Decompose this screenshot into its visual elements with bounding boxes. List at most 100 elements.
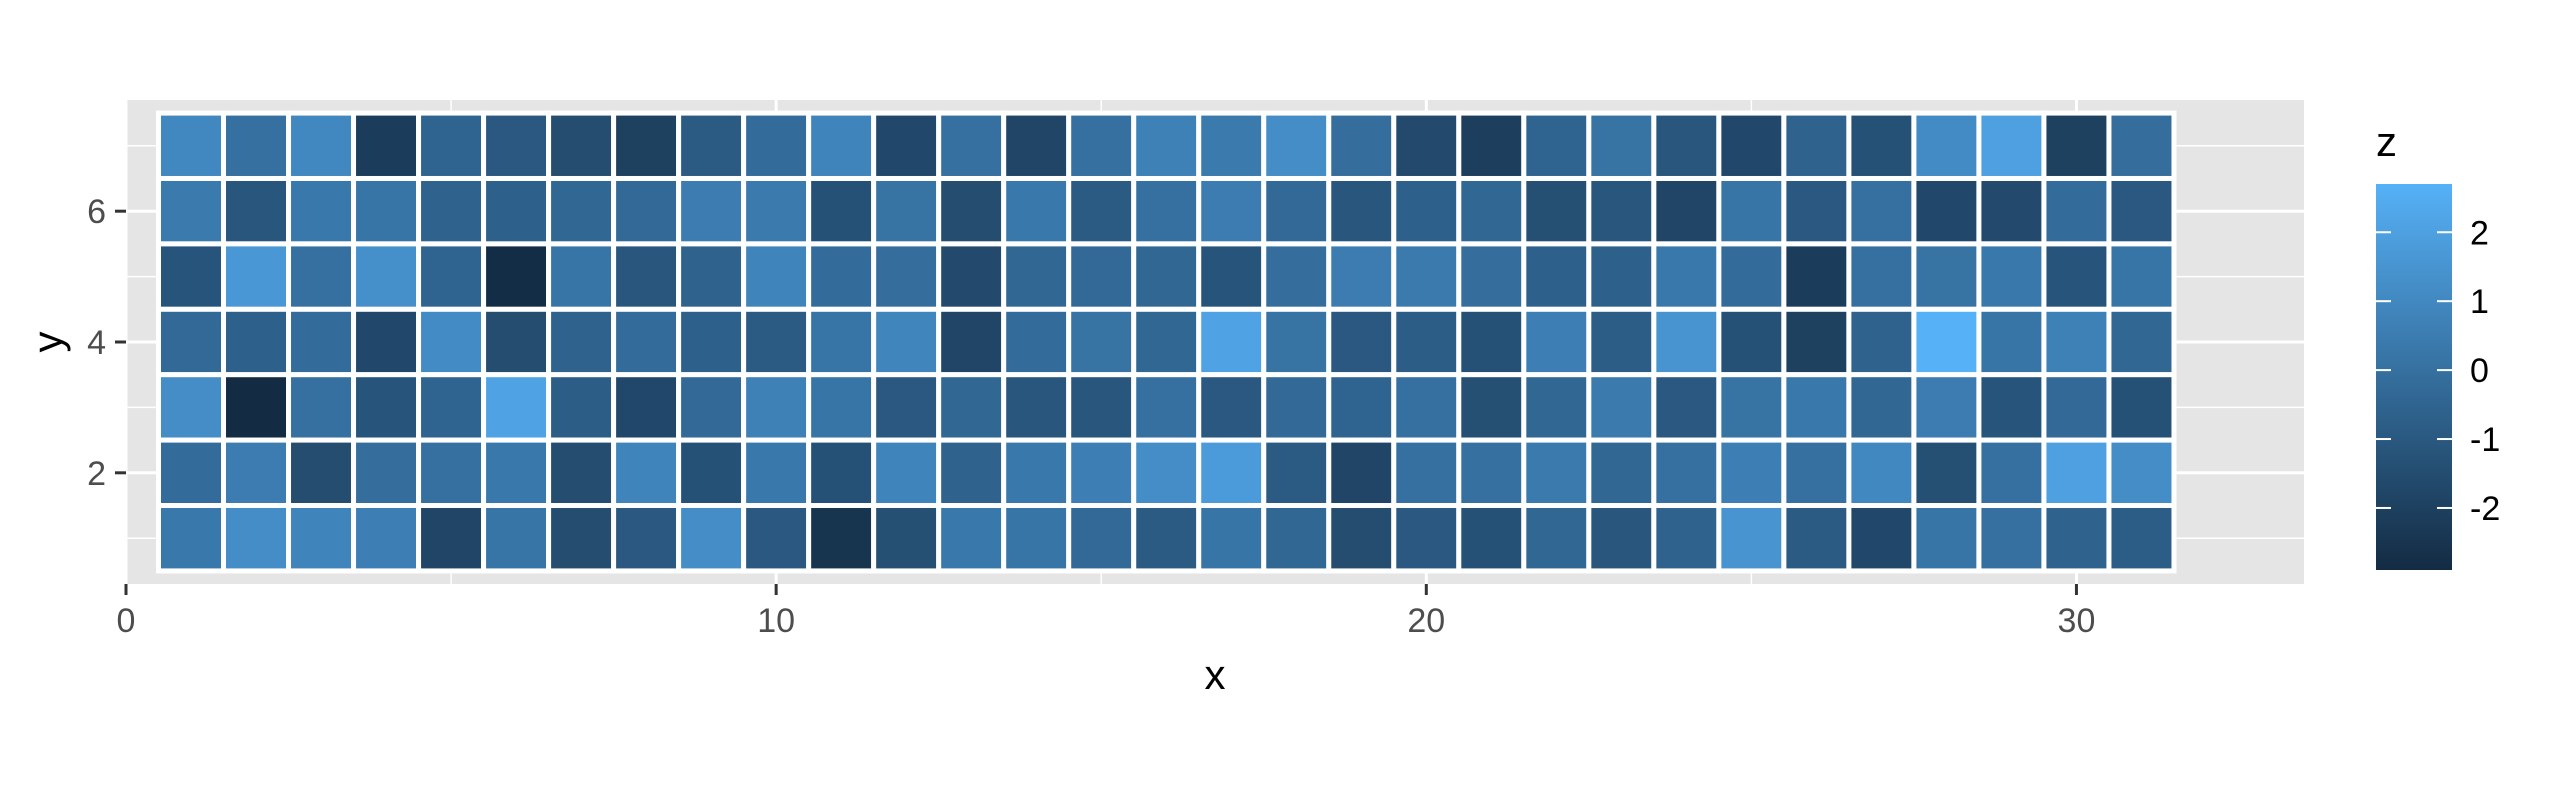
- heatmap-tile: [221, 437, 292, 509]
- heatmap-tile: [1976, 175, 2047, 247]
- heatmap-tile: [1846, 372, 1917, 443]
- heatmap-tile: [1066, 503, 1137, 574]
- heatmap-tile: [741, 437, 812, 509]
- heatmap-tile: [871, 437, 942, 509]
- heatmap-tile: [1976, 241, 2047, 312]
- heatmap-tile: [871, 372, 942, 443]
- heatmap-tile: [806, 503, 877, 574]
- heatmap-tile: [1131, 306, 1202, 378]
- heatmap-tile: [1586, 437, 1657, 509]
- heatmap-tile: [2106, 503, 2177, 574]
- heatmap-tile: [1651, 175, 1722, 247]
- heatmap-tile: [481, 306, 552, 378]
- heatmap-tile: [936, 110, 1007, 181]
- heatmap-tile: [286, 503, 357, 574]
- heatmap-tile: [2041, 306, 2112, 378]
- heatmap-tile: [1001, 372, 1072, 443]
- heatmap-tile: [1131, 503, 1202, 574]
- heatmap-tile: [2106, 306, 2177, 378]
- heatmap-tile: [156, 306, 227, 378]
- y-tick-label: 4: [87, 324, 106, 362]
- heatmap-tile: [1586, 110, 1657, 181]
- heatmap-tile: [1196, 503, 1267, 574]
- heatmap-tile: [1066, 175, 1137, 247]
- heatmap-tile: [416, 372, 487, 443]
- heatmap-tile: [1131, 241, 1202, 312]
- heatmap-tile: [1001, 110, 1072, 181]
- heatmap-tile: [221, 503, 292, 574]
- heatmap-tile: [1976, 306, 2047, 378]
- heatmap-tile: [1326, 306, 1397, 378]
- heatmap-tile: [676, 503, 747, 574]
- heatmap-tile: [286, 241, 357, 312]
- heatmap-tile: [416, 241, 487, 312]
- heatmap-tile: [741, 110, 812, 181]
- x-tick-label: 10: [757, 602, 795, 640]
- heatmap-tile: [741, 175, 812, 247]
- heatmap-tile: [1001, 437, 1072, 509]
- heatmap-tile: [871, 241, 942, 312]
- heatmap-tile: [936, 503, 1007, 574]
- legend-colorbar: [2376, 184, 2452, 570]
- heatmap-tile: [1066, 437, 1137, 509]
- heatmap-tile: [2041, 110, 2112, 181]
- heatmap-tile: [1196, 437, 1267, 509]
- heatmap-tile: [806, 110, 877, 181]
- heatmap-tile: [871, 110, 942, 181]
- heatmap-tile: [1911, 503, 1982, 574]
- heatmap-tile: [1326, 110, 1397, 181]
- heatmap-tile: [1261, 175, 1332, 247]
- heatmap-tile: [1456, 241, 1527, 312]
- heatmap-tile: [1391, 437, 1462, 509]
- heatmap-tile: [286, 437, 357, 509]
- heatmap-tile: [1781, 110, 1852, 181]
- heatmap-tile: [481, 503, 552, 574]
- heatmap-tile: [1456, 503, 1527, 574]
- heatmap-tile: [676, 110, 747, 181]
- heatmap-tile: [1586, 241, 1657, 312]
- heatmap-tile: [1586, 503, 1657, 574]
- heatmap-tile: [806, 241, 877, 312]
- heatmap-tile: [1391, 503, 1462, 574]
- heatmap-tile: [351, 372, 422, 443]
- heatmap-tile: [1651, 306, 1722, 378]
- heatmap-tile: [1976, 503, 2047, 574]
- heatmap-tile: [351, 437, 422, 509]
- heatmap-tile: [1391, 110, 1462, 181]
- heatmap-tile: [2041, 503, 2112, 574]
- y-axis: 2 4 6: [87, 193, 126, 493]
- heatmap-tile: [1521, 110, 1592, 181]
- heatmap-tile: [1781, 437, 1852, 509]
- heatmap-tile: [1846, 175, 1917, 247]
- heatmap-tile: [871, 503, 942, 574]
- heatmap-tile: [1001, 241, 1072, 312]
- heatmap-tile: [936, 372, 1007, 443]
- heatmap-tile: [416, 503, 487, 574]
- heatmap-tile: [2041, 175, 2112, 247]
- heatmap-tile: [286, 110, 357, 181]
- heatmap-tile: [871, 175, 942, 247]
- heatmap-tile: [611, 372, 682, 443]
- heatmap-tile: [416, 110, 487, 181]
- heatmap-tile: [1781, 175, 1852, 247]
- heatmap-tile: [416, 175, 487, 247]
- heatmap-tile: [1911, 306, 1982, 378]
- legend-break-label: 2: [2470, 214, 2489, 252]
- heatmap-tile: [741, 241, 812, 312]
- heatmap-tile: [286, 175, 357, 247]
- heatmap-tile: [611, 503, 682, 574]
- heatmap-tile: [1586, 306, 1657, 378]
- y-tick-label: 2: [87, 455, 106, 493]
- heatmap-tile: [1196, 110, 1267, 181]
- heatmap-tile: [351, 306, 422, 378]
- heatmap-tile: [1976, 110, 2047, 181]
- heatmap-tile: [1261, 503, 1332, 574]
- y-tick-label: 6: [87, 193, 106, 231]
- heatmap-tile: [1586, 175, 1657, 247]
- heatmap-tile: [1326, 503, 1397, 574]
- heatmap-tile: [741, 503, 812, 574]
- heatmap-tile: [806, 372, 877, 443]
- heatmap-tile: [1716, 110, 1787, 181]
- heatmap-tile: [156, 110, 227, 181]
